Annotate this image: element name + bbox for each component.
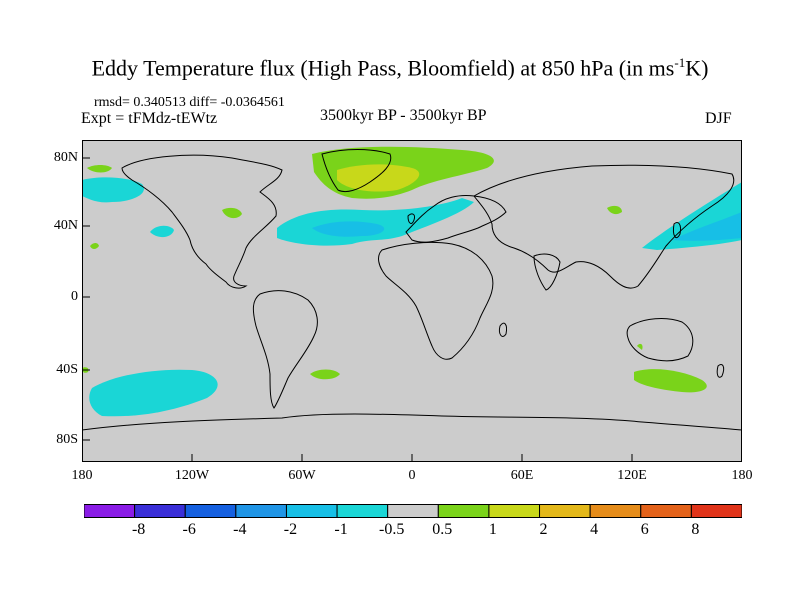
y-tick-40S: 40S — [56, 362, 78, 377]
colorbar-swatch-5 — [336, 504, 389, 518]
colorbar-swatch-3 — [235, 504, 287, 518]
x-tick-180-right: 180 — [731, 468, 753, 483]
japan-outline — [673, 221, 681, 239]
y-tick-80S: 80S — [56, 432, 78, 447]
map-frame — [82, 140, 742, 462]
colorbar-label-11: 8 — [691, 521, 700, 538]
colorbar-label-9: 4 — [590, 521, 599, 538]
title-main: Eddy Temperature flux (High Pass, Bloomf… — [91, 55, 675, 81]
colorbar-swatch-10 — [589, 504, 642, 518]
canada-positive-patch — [222, 207, 242, 219]
pacific-small-positive — [90, 243, 99, 249]
colorbar-swatch-6 — [387, 504, 439, 518]
colorbar-swatch-11 — [640, 504, 692, 518]
asia-outline — [473, 164, 735, 289]
coastlines — [82, 149, 742, 431]
x-tick-60W: 60W — [288, 468, 316, 483]
y-tick-0: 0 — [71, 289, 78, 304]
west-pacific-core — [672, 212, 742, 241]
y-tick-80N: 80N — [53, 150, 78, 165]
colorbar-label-1: -6 — [182, 521, 196, 538]
north-atlantic-core — [312, 221, 385, 237]
asia-positive-patch — [607, 205, 622, 215]
antarctica-outline — [82, 413, 742, 431]
colorbar-label-5: -0.5 — [379, 521, 405, 538]
east-pacific-negative-region — [82, 177, 144, 203]
greenland-positive-core — [337, 164, 420, 192]
south-indian-positive-region — [634, 369, 707, 393]
south-atlantic-positive-patch — [310, 369, 340, 380]
india-outline — [533, 253, 561, 291]
x-tick-120W: 120W — [174, 468, 210, 483]
colorbar-swatch-7 — [437, 504, 490, 518]
colorbar-label-4: -1 — [334, 521, 348, 538]
colorbar — [84, 504, 742, 518]
europe-outline — [405, 195, 507, 243]
rmsd-diff-stats: rmsd= 0.340513 diff= -0.0364561 — [94, 95, 285, 110]
new-zealand-outline — [716, 363, 725, 378]
season-label: DJF — [705, 110, 732, 127]
experiment-label: Expt = tFMdz-tEWtz — [81, 110, 218, 127]
africa-outline — [378, 241, 494, 360]
uk-outline — [407, 213, 415, 224]
x-tick-0: 0 — [408, 468, 416, 483]
colorbar-label-7: 1 — [488, 521, 497, 538]
period-label: 3500kyr BP - 3500kyr BP — [320, 107, 487, 124]
south-pacific-negative-region — [89, 369, 218, 417]
x-tick-120E: 120E — [617, 468, 647, 483]
colorbar-label-8: 2 — [539, 521, 548, 538]
colorbar-label-6: 0.5 — [432, 521, 453, 538]
greenland-outline — [321, 149, 392, 193]
colorbar-label-3: -2 — [283, 521, 298, 538]
colorbar-swatch-0 — [84, 504, 136, 518]
title-superscript: -1 — [674, 55, 686, 70]
map-panel — [82, 140, 742, 462]
colorbar-label-2: -4 — [233, 521, 247, 538]
colorbar-label-0: -8 — [131, 521, 146, 538]
australia-outline — [626, 318, 694, 362]
colorbar-swatch-12 — [690, 504, 742, 518]
mid-pacific-negative-blob — [150, 225, 174, 238]
colorbar-swatch-8 — [488, 504, 541, 518]
colorbar-label-10: 6 — [640, 521, 649, 538]
y-tick-40N: 40N — [53, 218, 78, 233]
colorbar-swatch-2 — [184, 504, 237, 518]
flux-anomaly-shading — [82, 146, 742, 417]
x-tick-60E: 60E — [510, 468, 534, 483]
south-america-outline — [252, 290, 318, 409]
colorbar-swatch-4 — [285, 504, 338, 518]
colorbar-swatch-9 — [539, 504, 591, 518]
title-tail: K) — [685, 55, 709, 81]
x-tick-180-left: 180 — [71, 468, 93, 483]
plot-title: Eddy Temperature flux (High Pass, Bloomf… — [0, 55, 800, 81]
australia-small-positive — [637, 343, 643, 350]
colorbar-swatch-1 — [134, 504, 186, 518]
north-america-outline — [121, 154, 283, 289]
madagascar-outline — [499, 322, 507, 337]
north-pacific-positive-patch — [87, 165, 112, 173]
axis-ticks — [82, 157, 633, 462]
